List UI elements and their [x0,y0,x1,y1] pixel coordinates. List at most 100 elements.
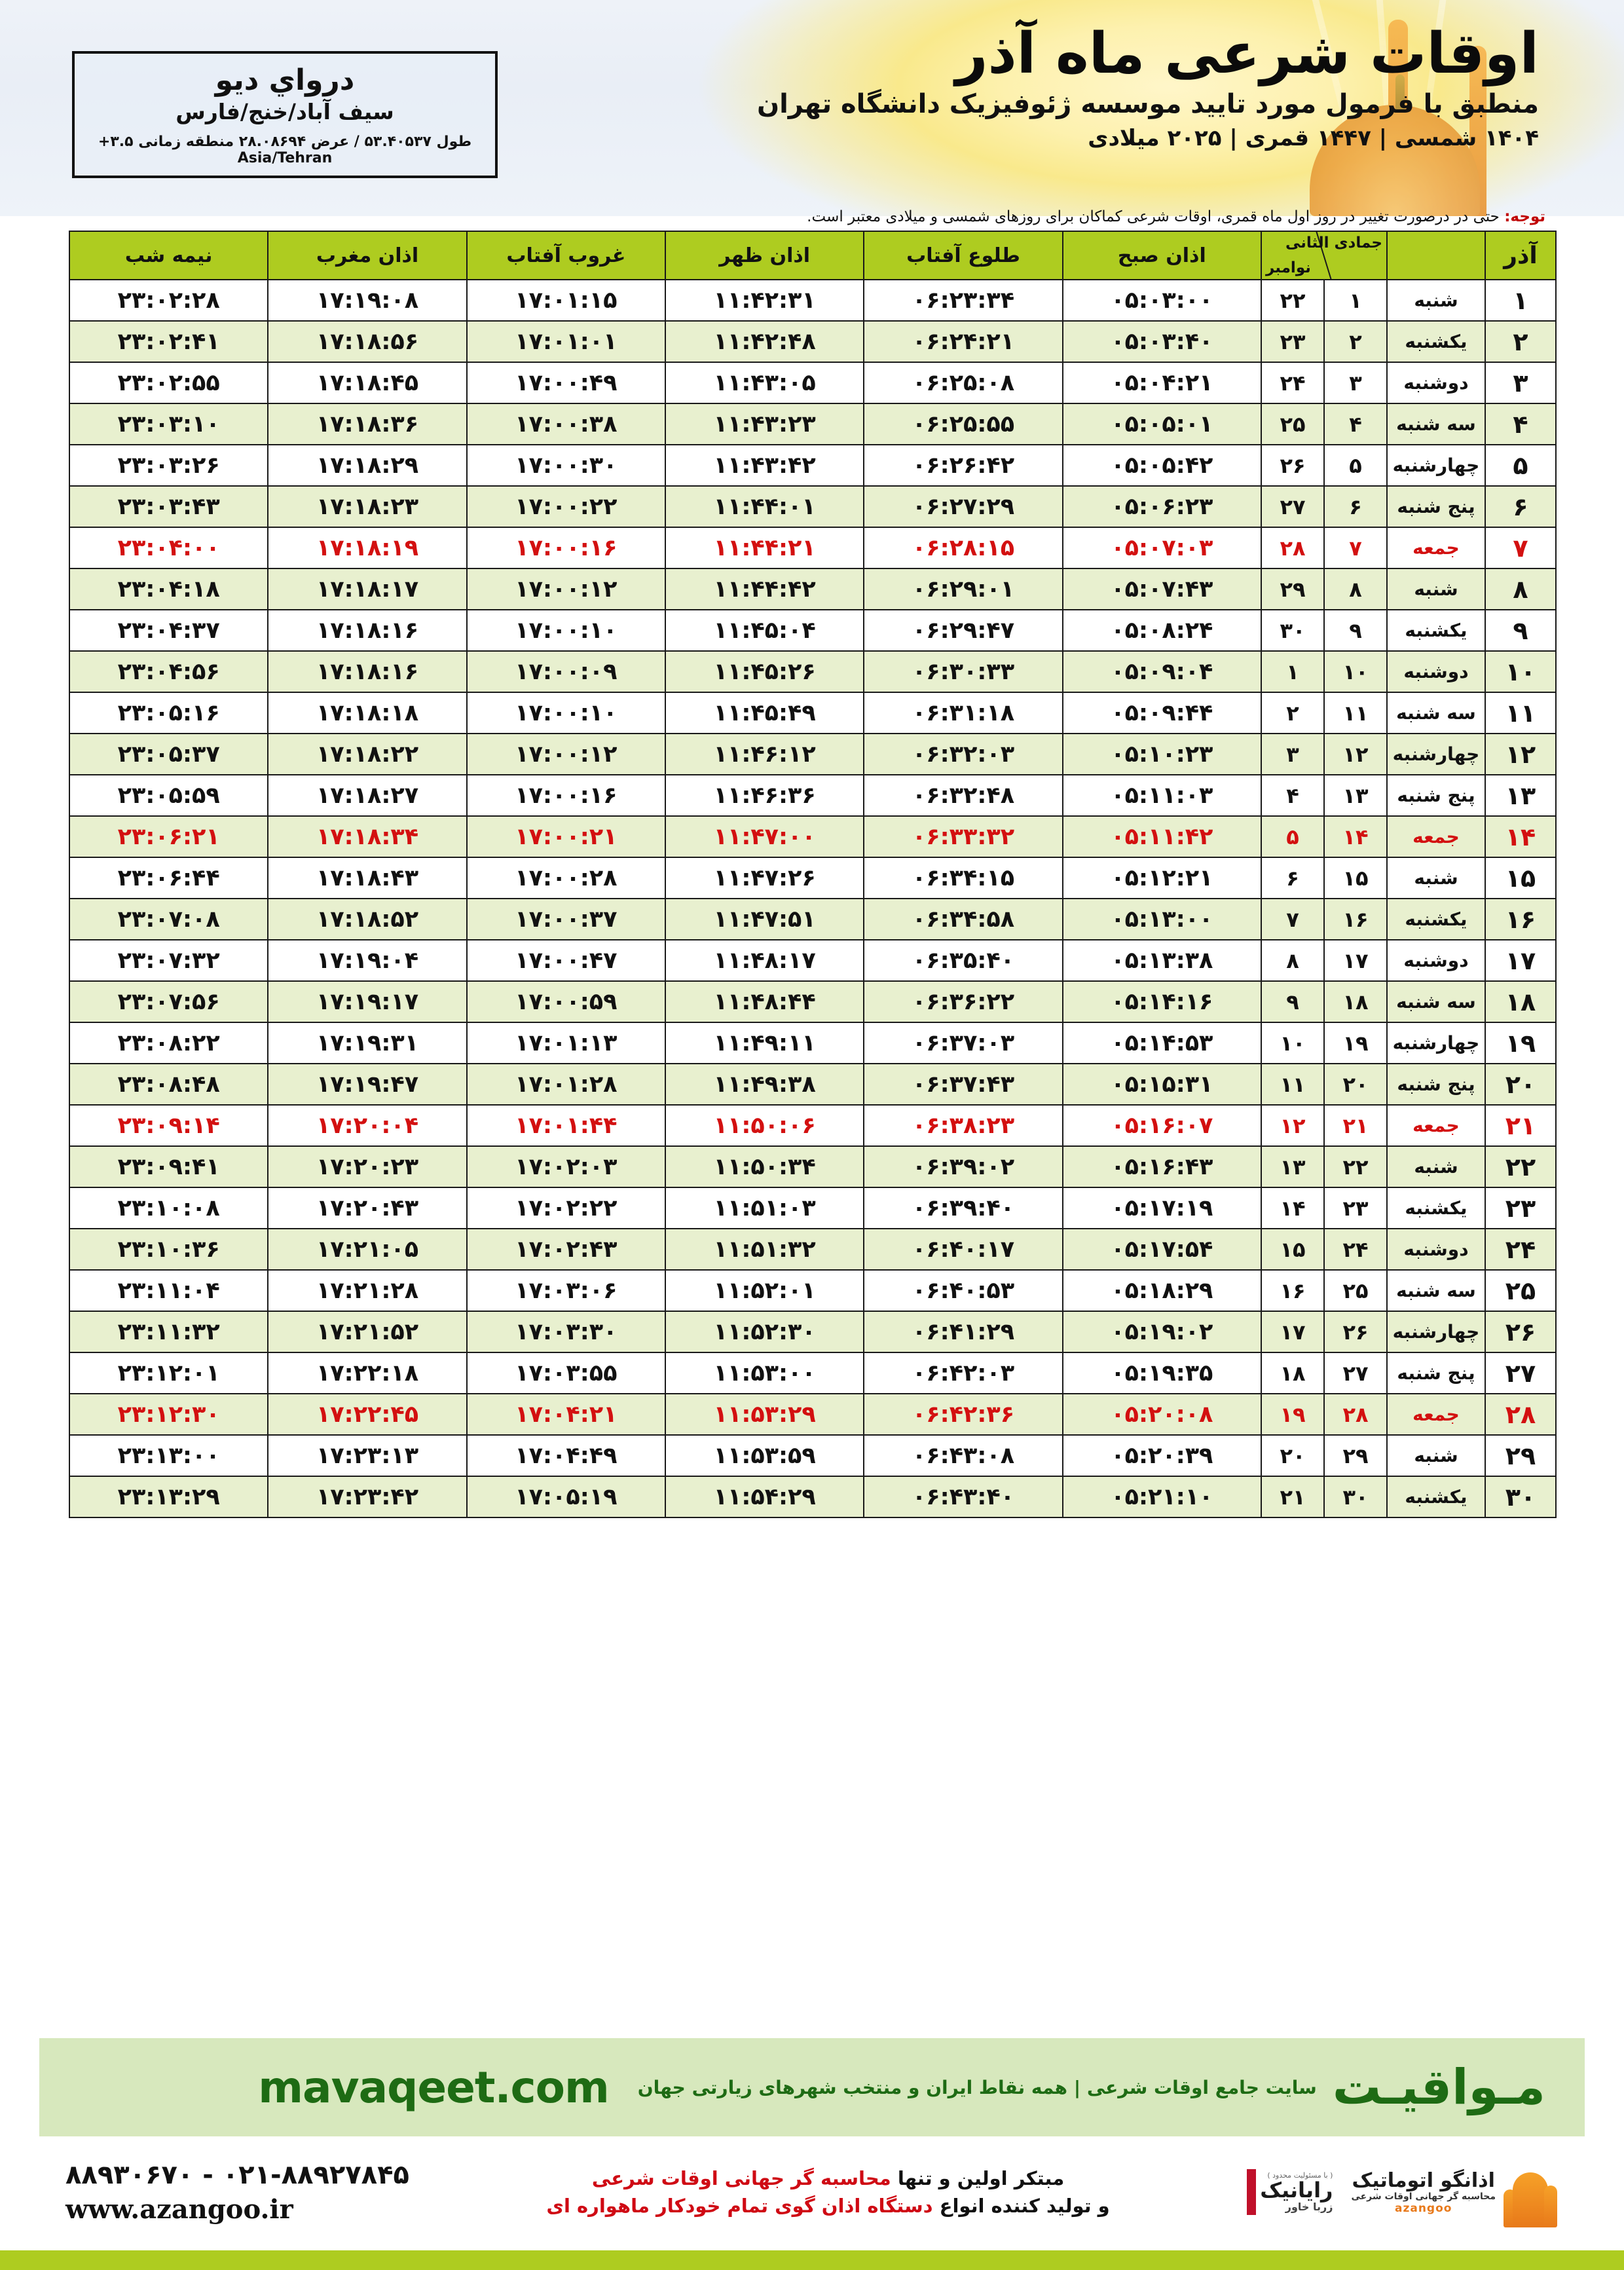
cell-day-number: ۱۶ [1485,898,1557,940]
cell-gregorian-date: ۲۶ [1261,444,1325,487]
cell-day-number: ۱۲ [1485,733,1557,775]
contact-website[interactable]: www.azangoo.ir [65,2193,293,2225]
cell-maghrib: ۱۷:۱۹:۱۷ [267,980,468,1023]
col-header-azar: آذر [1485,231,1557,280]
note-label: توجه: [1504,208,1545,225]
cell-midnight: ۲۳:۱۰:۳۶ [68,1228,269,1271]
cell-gregorian-date: ۱۵ [1261,1228,1325,1271]
cell-gregorian-date: ۱۹ [1261,1393,1325,1436]
cell-dhuhr: ۱۱:۵۳:۵۹ [665,1434,865,1477]
cell-weekday: چهارشنبه [1386,1022,1486,1064]
cell-weekday: جمعه [1386,1104,1486,1147]
cell-fajr: ۰۵:۰۹:۴۴ [1061,692,1263,734]
rayaneek-logo: ( با مسئولیت محدود ) رایانیک زربا خاور [1247,2169,1333,2215]
cell-dhuhr: ۱۱:۵۱:۰۳ [665,1187,865,1229]
cell-weekday: شنبه [1386,279,1486,322]
mavaqeet-brand-fa: مـواقیـت [1332,2059,1545,2115]
cell-sunrise: ۰۶:۳۴:۵۸ [863,898,1063,940]
cell-maghrib: ۱۷:۱۸:۲۲ [267,733,468,775]
cell-hijri-date: ۳ [1323,362,1388,404]
cell-day-number: ۴ [1485,403,1557,445]
cell-weekday: شنبه [1386,1145,1486,1188]
col-header-sunset: غروب آفتاب [466,231,667,280]
cell-fajr: ۰۵:۱۱:۴۲ [1061,815,1263,858]
cell-fajr: ۰۵:۱۳:۰۰ [1061,898,1263,940]
cell-hijri-date: ۲۹ [1323,1434,1388,1477]
cell-midnight: ۲۳:۰۶:۲۱ [68,815,269,858]
azangoo-logo-sub: محاسبه گر جهانی اوقات شرعی [1351,2191,1496,2202]
cell-sunrise: ۰۶:۳۶:۲۲ [863,980,1063,1023]
cell-gregorian-date: ۱۶ [1261,1269,1325,1312]
cell-dhuhr: ۱۱:۴۴:۲۱ [665,527,865,569]
cell-maghrib: ۱۷:۲۰:۴۳ [267,1187,468,1229]
table-row: ۲۳ یکشنبه ۲۳ ۱۴ ۰۵:۱۷:۱۹ ۰۶:۳۹:۴۰ ۱۱:۵۱:۰۳ ۱۷:۰… [68,1187,1557,1229]
col-header-greg-label: نوامبر [1266,259,1311,276]
table-row: ۹ یکشنبه ۹ ۳۰ ۰۵:۰۸:۲۴ ۰۶:۲۹:۴۷ ۱۱:۴۵:۰۴ ۱۷:۰۰:… [68,609,1557,652]
cell-fajr: ۰۵:۰۷:۴۳ [1061,568,1263,610]
table-row: ۲۸ جمعه ۲۸ ۱۹ ۰۵:۲۰:۰۸ ۰۶:۴۲:۳۶ ۱۱:۵۳:۲۹ ۱۷:۰۴:… [68,1393,1557,1436]
cell-day-number: ۲۸ [1485,1393,1557,1436]
cell-dhuhr: ۱۱:۴۴:۰۱ [665,485,865,528]
cell-gregorian-date: ۲۳ [1261,320,1325,363]
cell-midnight: ۲۳:۰۵:۱۶ [68,692,269,734]
cell-day-number: ۱۱ [1485,692,1557,734]
cell-gregorian-date: ۲۷ [1261,485,1325,528]
note-text: حتی در درصورت تغییر در روز اول ماه قمری،… [807,208,1500,225]
cell-sunrise: ۰۶:۳۵:۴۰ [863,939,1063,982]
cell-day-number: ۲ [1485,320,1557,363]
cell-sunset: ۱۷:۰۰:۱۰ [466,609,667,652]
cell-midnight: ۲۳:۰۵:۳۷ [68,733,269,775]
cell-dhuhr: ۱۱:۵۲:۳۰ [665,1311,865,1353]
cell-hijri-date: ۱۲ [1323,733,1388,775]
cell-midnight: ۲۳:۰۴:۰۰ [68,527,269,569]
cell-fajr: ۰۵:۱۴:۱۶ [1061,980,1263,1023]
cell-sunrise: ۰۶:۴۰:۱۷ [863,1228,1063,1271]
cell-fajr: ۰۵:۱۸:۲۹ [1061,1269,1263,1312]
cell-weekday: شنبه [1386,857,1486,899]
cell-hijri-date: ۵ [1323,444,1388,487]
cell-midnight: ۲۳:۰۴:۵۶ [68,650,269,693]
cell-day-number: ۲۵ [1485,1269,1557,1312]
cell-day-number: ۱۴ [1485,815,1557,858]
cell-day-number: ۲۰ [1485,1063,1557,1106]
cell-dhuhr: ۱۱:۴۲:۳۱ [665,279,865,322]
cell-gregorian-date: ۱ [1261,650,1325,693]
cell-weekday: پنج شنبه [1386,774,1486,817]
cell-hijri-date: ۱۸ [1323,980,1388,1023]
cell-day-number: ۱۸ [1485,980,1557,1023]
cell-gregorian-date: ۱۸ [1261,1352,1325,1394]
cell-day-number: ۱۵ [1485,857,1557,899]
table-row: ۱۲ چهارشنبه ۱۲ ۳ ۰۵:۱۰:۲۳ ۰۶:۳۲:۰۳ ۱۱:۴۶:۱۲ ۱۷:… [68,733,1557,775]
cell-gregorian-date: ۱۰ [1261,1022,1325,1064]
cell-maghrib: ۱۷:۲۱:۰۵ [267,1228,468,1271]
table-row: ۲۶ چهارشنبه ۲۶ ۱۷ ۰۵:۱۹:۰۲ ۰۶:۴۱:۲۹ ۱۱:۵۲:۳۰ ۱۷… [68,1311,1557,1353]
rayaneek-bar-icon [1247,2169,1257,2215]
cell-sunrise: ۰۶:۳۹:۴۰ [863,1187,1063,1229]
cell-weekday: دوشنبه [1386,1228,1486,1271]
cell-fajr: ۰۵:۱۶:۴۳ [1061,1145,1263,1188]
cell-sunrise: ۰۶:۳۹:۰۲ [863,1145,1063,1188]
cell-weekday: سه شنبه [1386,692,1486,734]
cell-hijri-date: ۲۶ [1323,1311,1388,1353]
cell-dhuhr: ۱۱:۴۹:۱۱ [665,1022,865,1064]
col-header-dhuhr: اذان ظهر [665,231,865,280]
cell-fajr: ۰۵:۰۹:۰۴ [1061,650,1263,693]
location-geo: طول ۵۳.۴۰۵۳۷ / عرض ۲۸.۰۸۶۹۴ منطقه زمانی … [98,134,472,167]
mavaqeet-url[interactable]: mavaqeet.com [258,2062,609,2113]
table-row: ۲۷ پنج شنبه ۲۷ ۱۸ ۰۵:۱۹:۳۵ ۰۶:۴۲:۰۳ ۱۱:۵۳:۰۰ ۱۷… [68,1352,1557,1394]
cell-gregorian-date: ۳ [1261,733,1325,775]
cell-sunrise: ۰۶:۴۳:۴۰ [863,1476,1063,1518]
cell-maghrib: ۱۷:۱۹:۴۷ [267,1063,468,1106]
slogan-line1-highlight: محاسبه گر جهانی اوقات شرعی [591,2167,891,2189]
cell-weekday: یکشنبه [1386,609,1486,652]
cell-sunset: ۱۷:۰۴:۲۱ [466,1393,667,1436]
cell-dhuhr: ۱۱:۴۶:۳۶ [665,774,865,817]
cell-maghrib: ۱۷:۱۹:۰۴ [267,939,468,982]
cell-day-number: ۲۹ [1485,1434,1557,1477]
cell-hijri-date: ۲۰ [1323,1063,1388,1106]
cell-sunrise: ۰۶:۲۹:۴۷ [863,609,1063,652]
cell-maghrib: ۱۷:۱۸:۲۳ [267,485,468,528]
col-header-maghrib: اذان مغرب [267,231,468,280]
cell-weekday: چهارشنبه [1386,733,1486,775]
cell-hijri-date: ۱۶ [1323,898,1388,940]
